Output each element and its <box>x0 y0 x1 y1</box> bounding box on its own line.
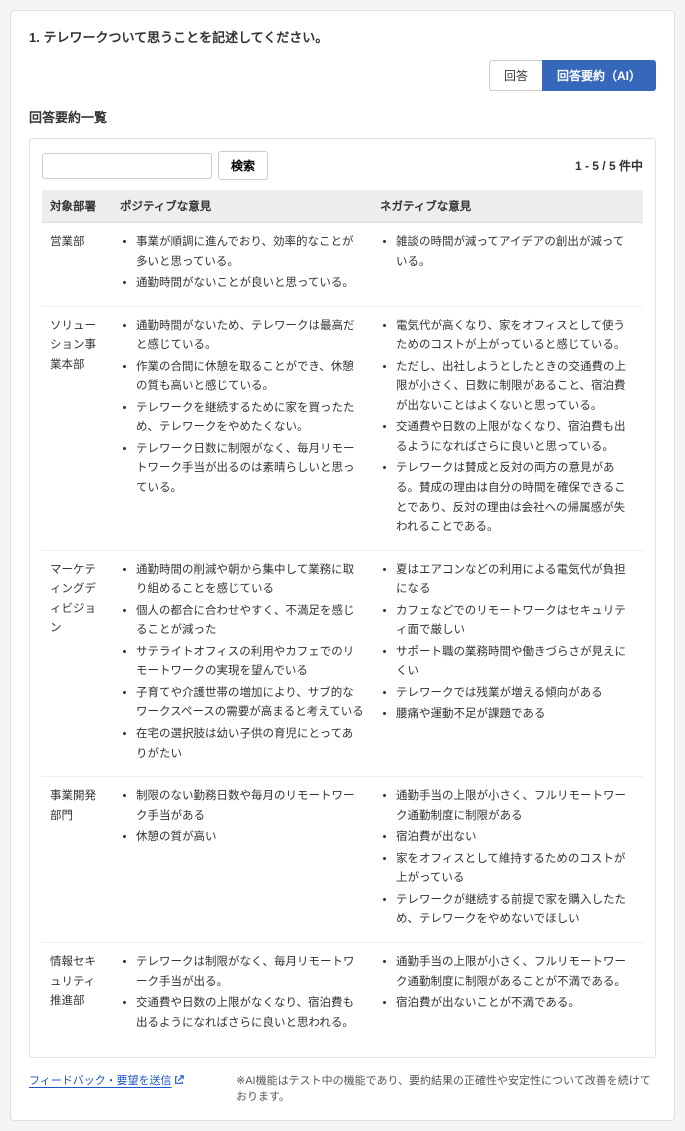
cell-positive: 制限のない勤務日数や毎月のリモートワーク手当がある休憩の質が高い <box>112 777 372 943</box>
feedback-link[interactable]: フィードバック・要望を送信 <box>29 1072 184 1088</box>
cell-dept: 情報セキュリティ推進部 <box>42 942 112 1045</box>
search-input[interactable] <box>42 153 212 179</box>
pager: 1 - 5 / 5 件中 <box>575 157 643 174</box>
cell-negative: 電気代が高くなり、家をオフィスとして使うためのコストが上がっていると感じている。… <box>372 306 643 550</box>
summary-table: 対象部署 ポジティブな意見 ネガティブな意見 営業部事業が順調に進んでおり、効率… <box>42 190 643 1045</box>
question-title: 1. テレワークついて思うことを記述してください。 <box>29 27 656 46</box>
cell-negative: 雑談の時間が減ってアイデアの創出が減っている。 <box>372 223 643 307</box>
disclaimer: ※AI機能はテスト中の機能であり、要約結果の正確性や安定性について改善を続けてお… <box>236 1072 656 1104</box>
list-item: サポート職の業務時間や働きづらさが見えにくい <box>396 643 635 682</box>
cell-positive: 通勤時間の削減や朝から集中して業務に取り組めることを感じている個人の都合に合わせ… <box>112 550 372 776</box>
list-item: 交通費や日数の上限がなくなり、宿泊費も出るようになればさらに良いと思っている。 <box>396 418 635 457</box>
cell-dept: ソリューション事業本部 <box>42 306 112 550</box>
cell-positive: 通勤時間がないため、テレワークは最高だと感じている。作業の合間に休憩を取ることが… <box>112 306 372 550</box>
list-item: テレワークは賛成と反対の両方の意見がある。賛成の理由は自分の時間を確保できること… <box>396 459 635 537</box>
toolbar: 検索 1 - 5 / 5 件中 <box>42 151 643 180</box>
col-negative: ネガティブな意見 <box>372 190 643 223</box>
list-item: サテライトオフィスの利用やカフェでのリモートワークの実現を望んでいる <box>136 643 364 682</box>
search-wrap: 検索 <box>42 151 268 180</box>
view-tabs: 回答 回答要約（AI） <box>29 60 656 91</box>
list-item: テレワーク日数に制限がなく、毎月リモートワーク手当が出るのは素晴らしいと思ってい… <box>136 440 364 499</box>
list-item: 通勤手当の上限が小さく、フルリモートワーク通勤制度に制限がある <box>396 787 635 826</box>
list-item: 子育てや介護世帯の増加により、サブ的なワークスペースの需要が高まると考えている <box>136 684 364 723</box>
footer: フィードバック・要望を送信 ※AI機能はテスト中の機能であり、要約結果の正確性や… <box>29 1072 656 1104</box>
list-item: 通勤手当の上限が小さく、フルリモートワーク通勤制度に制限があることが不満である。 <box>396 953 635 992</box>
cell-dept: マーケティングディビジョン <box>42 550 112 776</box>
list-item: テレワークでは残業が増える傾向がある <box>396 684 635 704</box>
list-item: 事業が順調に進んでおり、効率的なことが多いと思っている。 <box>136 233 364 272</box>
list-item: 電気代が高くなり、家をオフィスとして使うためのコストが上がっていると感じている。 <box>396 317 635 356</box>
list-item: 個人の都合に合わせやすく、不満足を感じることが減った <box>136 602 364 641</box>
section-title: 回答要約一覧 <box>29 107 656 126</box>
list-item: 腰痛や運動不足が課題である <box>396 705 635 725</box>
list-item: ただし、出社しようとしたときの交通費の上限が小さく、日数に制限があること、宿泊費… <box>396 358 635 417</box>
table-row: 情報セキュリティ推進部テレワークは制限がなく、毎月リモートワーク手当が出る。交通… <box>42 942 643 1045</box>
external-link-icon <box>174 1075 184 1085</box>
list-item: 作業の合間に休憩を取ることができ、休憩の質も高いと感じている。 <box>136 358 364 397</box>
list-item: 宿泊費が出ないことが不満である。 <box>396 994 635 1014</box>
list-item: テレワークを継続するために家を買ったため、テレワークをやめたくない。 <box>136 399 364 438</box>
cell-positive: 事業が順調に進んでおり、効率的なことが多いと思っている。通勤時間がないことが良い… <box>112 223 372 307</box>
feedback-link-label: フィードバック・要望を送信 <box>29 1072 172 1088</box>
col-dept: 対象部署 <box>42 190 112 223</box>
pager-suffix: 件中 <box>619 159 643 173</box>
list-item: 夏はエアコンなどの利用による電気代が負担になる <box>396 561 635 600</box>
cell-negative: 通勤手当の上限が小さく、フルリモートワーク通勤制度に制限があることが不満である。… <box>372 942 643 1045</box>
list-item: 雑談の時間が減ってアイデアの創出が減っている。 <box>396 233 635 272</box>
tab-summary-ai[interactable]: 回答要約（AI） <box>542 60 656 91</box>
tab-answers[interactable]: 回答 <box>489 60 542 91</box>
col-positive: ポジティブな意見 <box>112 190 372 223</box>
cell-negative: 夏はエアコンなどの利用による電気代が負担になるカフェなどでのリモートワークはセキ… <box>372 550 643 776</box>
table-row: 営業部事業が順調に進んでおり、効率的なことが多いと思っている。通勤時間がないこと… <box>42 223 643 307</box>
table-row: ソリューション事業本部通勤時間がないため、テレワークは最高だと感じている。作業の… <box>42 306 643 550</box>
pager-range: 1 - 5 / 5 <box>575 159 616 173</box>
list-item: カフェなどでのリモートワークはセキュリティ面で厳しい <box>396 602 635 641</box>
list-item: 通勤時間の削減や朝から集中して業務に取り組めることを感じている <box>136 561 364 600</box>
list-item: 制限のない勤務日数や毎月のリモートワーク手当がある <box>136 787 364 826</box>
list-item: 通勤時間がないことが良いと思っている。 <box>136 274 364 294</box>
cell-negative: 通勤手当の上限が小さく、フルリモートワーク通勤制度に制限がある宿泊費が出ない家を… <box>372 777 643 943</box>
list-item: 在宅の選択肢は幼い子供の育児にとってありがたい <box>136 725 364 764</box>
cell-dept: 営業部 <box>42 223 112 307</box>
list-item: 休憩の質が高い <box>136 828 364 848</box>
cell-positive: テレワークは制限がなく、毎月リモートワーク手当が出る。交通費や日数の上限がなくな… <box>112 942 372 1045</box>
table-row: マーケティングディビジョン通勤時間の削減や朝から集中して業務に取り組めることを感… <box>42 550 643 776</box>
table-row: 事業開発部門制限のない勤務日数や毎月のリモートワーク手当がある休憩の質が高い通勤… <box>42 777 643 943</box>
list-item: 家をオフィスとして維持するためのコストが上がっている <box>396 850 635 889</box>
list-item: テレワークは制限がなく、毎月リモートワーク手当が出る。 <box>136 953 364 992</box>
survey-card: 1. テレワークついて思うことを記述してください。 回答 回答要約（AI） 回答… <box>10 10 675 1121</box>
search-button[interactable]: 検索 <box>218 151 268 180</box>
list-item: 宿泊費が出ない <box>396 828 635 848</box>
list-item: テレワークが継続する前提で家を購入したため、テレワークをやめないでほしい <box>396 891 635 930</box>
list-item: 交通費や日数の上限がなくなり、宿泊費も出るようになればさらに良いと思われる。 <box>136 994 364 1033</box>
summary-panel: 検索 1 - 5 / 5 件中 対象部署 ポジティブな意見 ネガティブな意見 営… <box>29 138 656 1058</box>
cell-dept: 事業開発部門 <box>42 777 112 943</box>
list-item: 通勤時間がないため、テレワークは最高だと感じている。 <box>136 317 364 356</box>
